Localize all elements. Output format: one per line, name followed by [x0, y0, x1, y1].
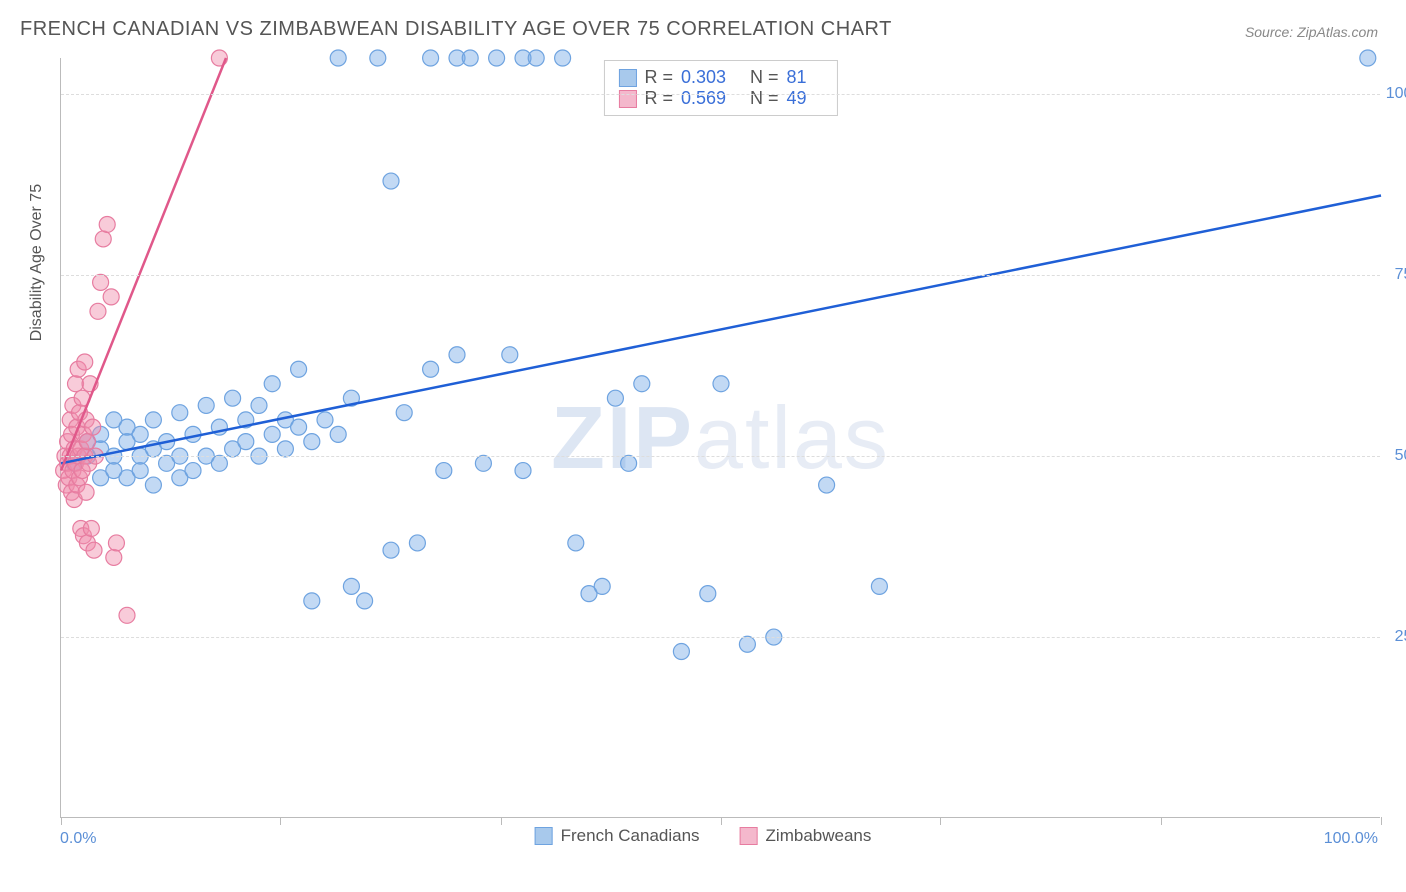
data-point: [119, 607, 135, 623]
data-point: [528, 50, 544, 66]
data-point: [198, 397, 214, 413]
data-point: [132, 463, 148, 479]
data-point: [739, 636, 755, 652]
data-point: [304, 593, 320, 609]
data-point: [700, 586, 716, 602]
legend-item-1: French Canadians: [535, 826, 700, 846]
data-point: [871, 578, 887, 594]
data-point: [225, 390, 241, 406]
data-point: [85, 419, 101, 435]
data-point: [83, 520, 99, 536]
data-point: [568, 535, 584, 551]
data-point: [145, 412, 161, 428]
data-point: [515, 463, 531, 479]
data-point: [462, 50, 478, 66]
data-point: [304, 434, 320, 450]
data-point: [172, 405, 188, 421]
data-point: [489, 50, 505, 66]
data-point: [108, 535, 124, 551]
chart-plot-area: ZIPatlas R = 0.303 N = 81 R = 0.569 N = …: [60, 58, 1380, 818]
grid-line: [61, 456, 1380, 457]
data-point: [317, 412, 333, 428]
data-point: [78, 484, 94, 500]
data-point: [132, 426, 148, 442]
data-point: [423, 361, 439, 377]
data-point: [621, 455, 637, 471]
y-tick-label: 25.0%: [1395, 628, 1406, 646]
data-point: [475, 455, 491, 471]
x-tick: [940, 817, 941, 825]
y-tick-label: 50.0%: [1395, 447, 1406, 465]
y-tick-label: 75.0%: [1395, 266, 1406, 284]
chart-title: FRENCH CANADIAN VS ZIMBABWEAN DISABILITY…: [20, 18, 892, 41]
data-point: [77, 354, 93, 370]
data-point: [264, 426, 280, 442]
legend-label-1: French Canadians: [561, 826, 700, 846]
bottom-legend: French Canadians Zimbabweans: [535, 826, 872, 846]
data-point: [673, 644, 689, 660]
grid-line: [61, 94, 1380, 95]
legend-swatch-pink-icon: [740, 827, 758, 845]
data-point: [251, 397, 267, 413]
x-tick: [721, 817, 722, 825]
data-point: [423, 50, 439, 66]
x-tick: [501, 817, 502, 825]
x-tick: [61, 817, 62, 825]
data-point: [277, 441, 293, 457]
data-point: [79, 434, 95, 450]
grid-line: [61, 275, 1380, 276]
x-tick: [1381, 817, 1382, 825]
data-point: [238, 434, 254, 450]
data-point: [93, 274, 109, 290]
data-point: [106, 549, 122, 565]
x-axis-start-label: 0.0%: [60, 830, 96, 848]
data-point: [357, 593, 373, 609]
legend-item-2: Zimbabweans: [740, 826, 872, 846]
data-point: [330, 50, 346, 66]
scatter-svg: [61, 58, 1380, 817]
data-point: [95, 231, 111, 247]
data-point: [343, 578, 359, 594]
grid-line: [61, 637, 1380, 638]
data-point: [99, 216, 115, 232]
data-point: [264, 376, 280, 392]
data-point: [86, 542, 102, 558]
data-point: [396, 405, 412, 421]
y-tick-label: 100.0%: [1386, 85, 1406, 103]
data-point: [594, 578, 610, 594]
data-point: [383, 173, 399, 189]
data-point: [502, 347, 518, 363]
data-point: [68, 376, 84, 392]
y-axis-title: Disability Age Over 75: [28, 184, 46, 341]
legend-label-2: Zimbabweans: [766, 826, 872, 846]
legend-swatch-blue-icon: [535, 827, 553, 845]
data-point: [449, 347, 465, 363]
data-point: [383, 542, 399, 558]
data-point: [555, 50, 571, 66]
data-point: [211, 455, 227, 471]
data-point: [1360, 50, 1376, 66]
trend-line: [61, 196, 1381, 464]
data-point: [607, 390, 623, 406]
data-point: [103, 289, 119, 305]
data-point: [291, 361, 307, 377]
data-point: [291, 419, 307, 435]
data-point: [185, 463, 201, 479]
data-point: [370, 50, 386, 66]
data-point: [90, 303, 106, 319]
x-tick: [280, 817, 281, 825]
data-point: [819, 477, 835, 493]
data-point: [634, 376, 650, 392]
data-point: [145, 477, 161, 493]
data-point: [713, 376, 729, 392]
source-label: Source: ZipAtlas.com: [1245, 24, 1378, 40]
data-point: [330, 426, 346, 442]
data-point: [409, 535, 425, 551]
x-axis-end-label: 100.0%: [1324, 830, 1378, 848]
x-tick: [1161, 817, 1162, 825]
data-point: [436, 463, 452, 479]
